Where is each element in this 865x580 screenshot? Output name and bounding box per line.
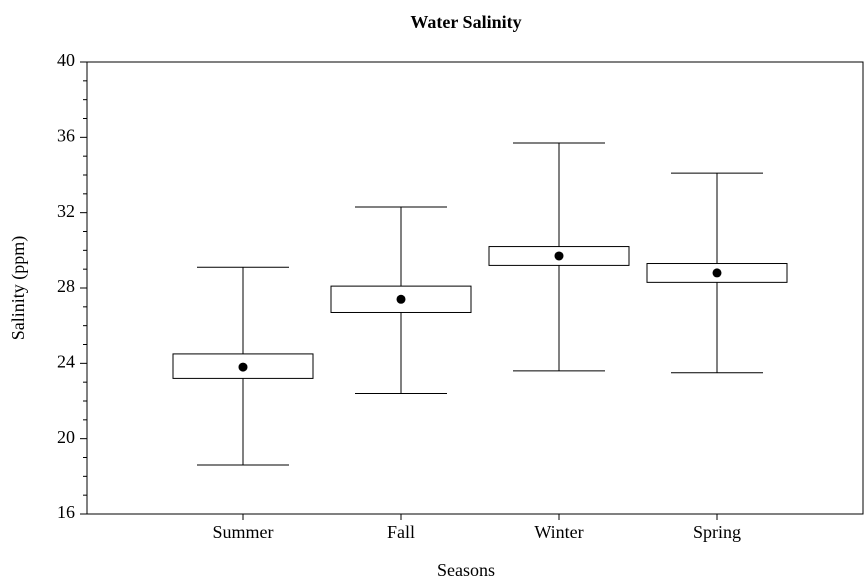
mean-point: [238, 362, 248, 372]
plot-frame: [86, 61, 864, 515]
x-tick-label: Fall: [387, 522, 415, 542]
y-tick-label: 40: [57, 50, 75, 70]
mean-point: [554, 251, 564, 261]
x-axis-label: Seasons: [437, 560, 495, 580]
mean-point: [712, 268, 722, 278]
y-tick-label: 28: [57, 276, 75, 296]
y-tick-label: 16: [57, 502, 75, 522]
mean-point: [396, 294, 406, 304]
y-tick-label: 36: [57, 125, 75, 145]
chart-title: Water Salinity: [410, 12, 521, 32]
y-tick-label: 20: [57, 427, 75, 447]
x-tick-label: Spring: [693, 522, 741, 542]
y-tick-label: 24: [57, 351, 75, 371]
y-axis-label: Salinity (ppm): [8, 236, 29, 341]
x-tick-label: Summer: [213, 522, 274, 542]
y-tick-label: 32: [57, 201, 75, 221]
x-tick-label: Winter: [534, 522, 583, 542]
